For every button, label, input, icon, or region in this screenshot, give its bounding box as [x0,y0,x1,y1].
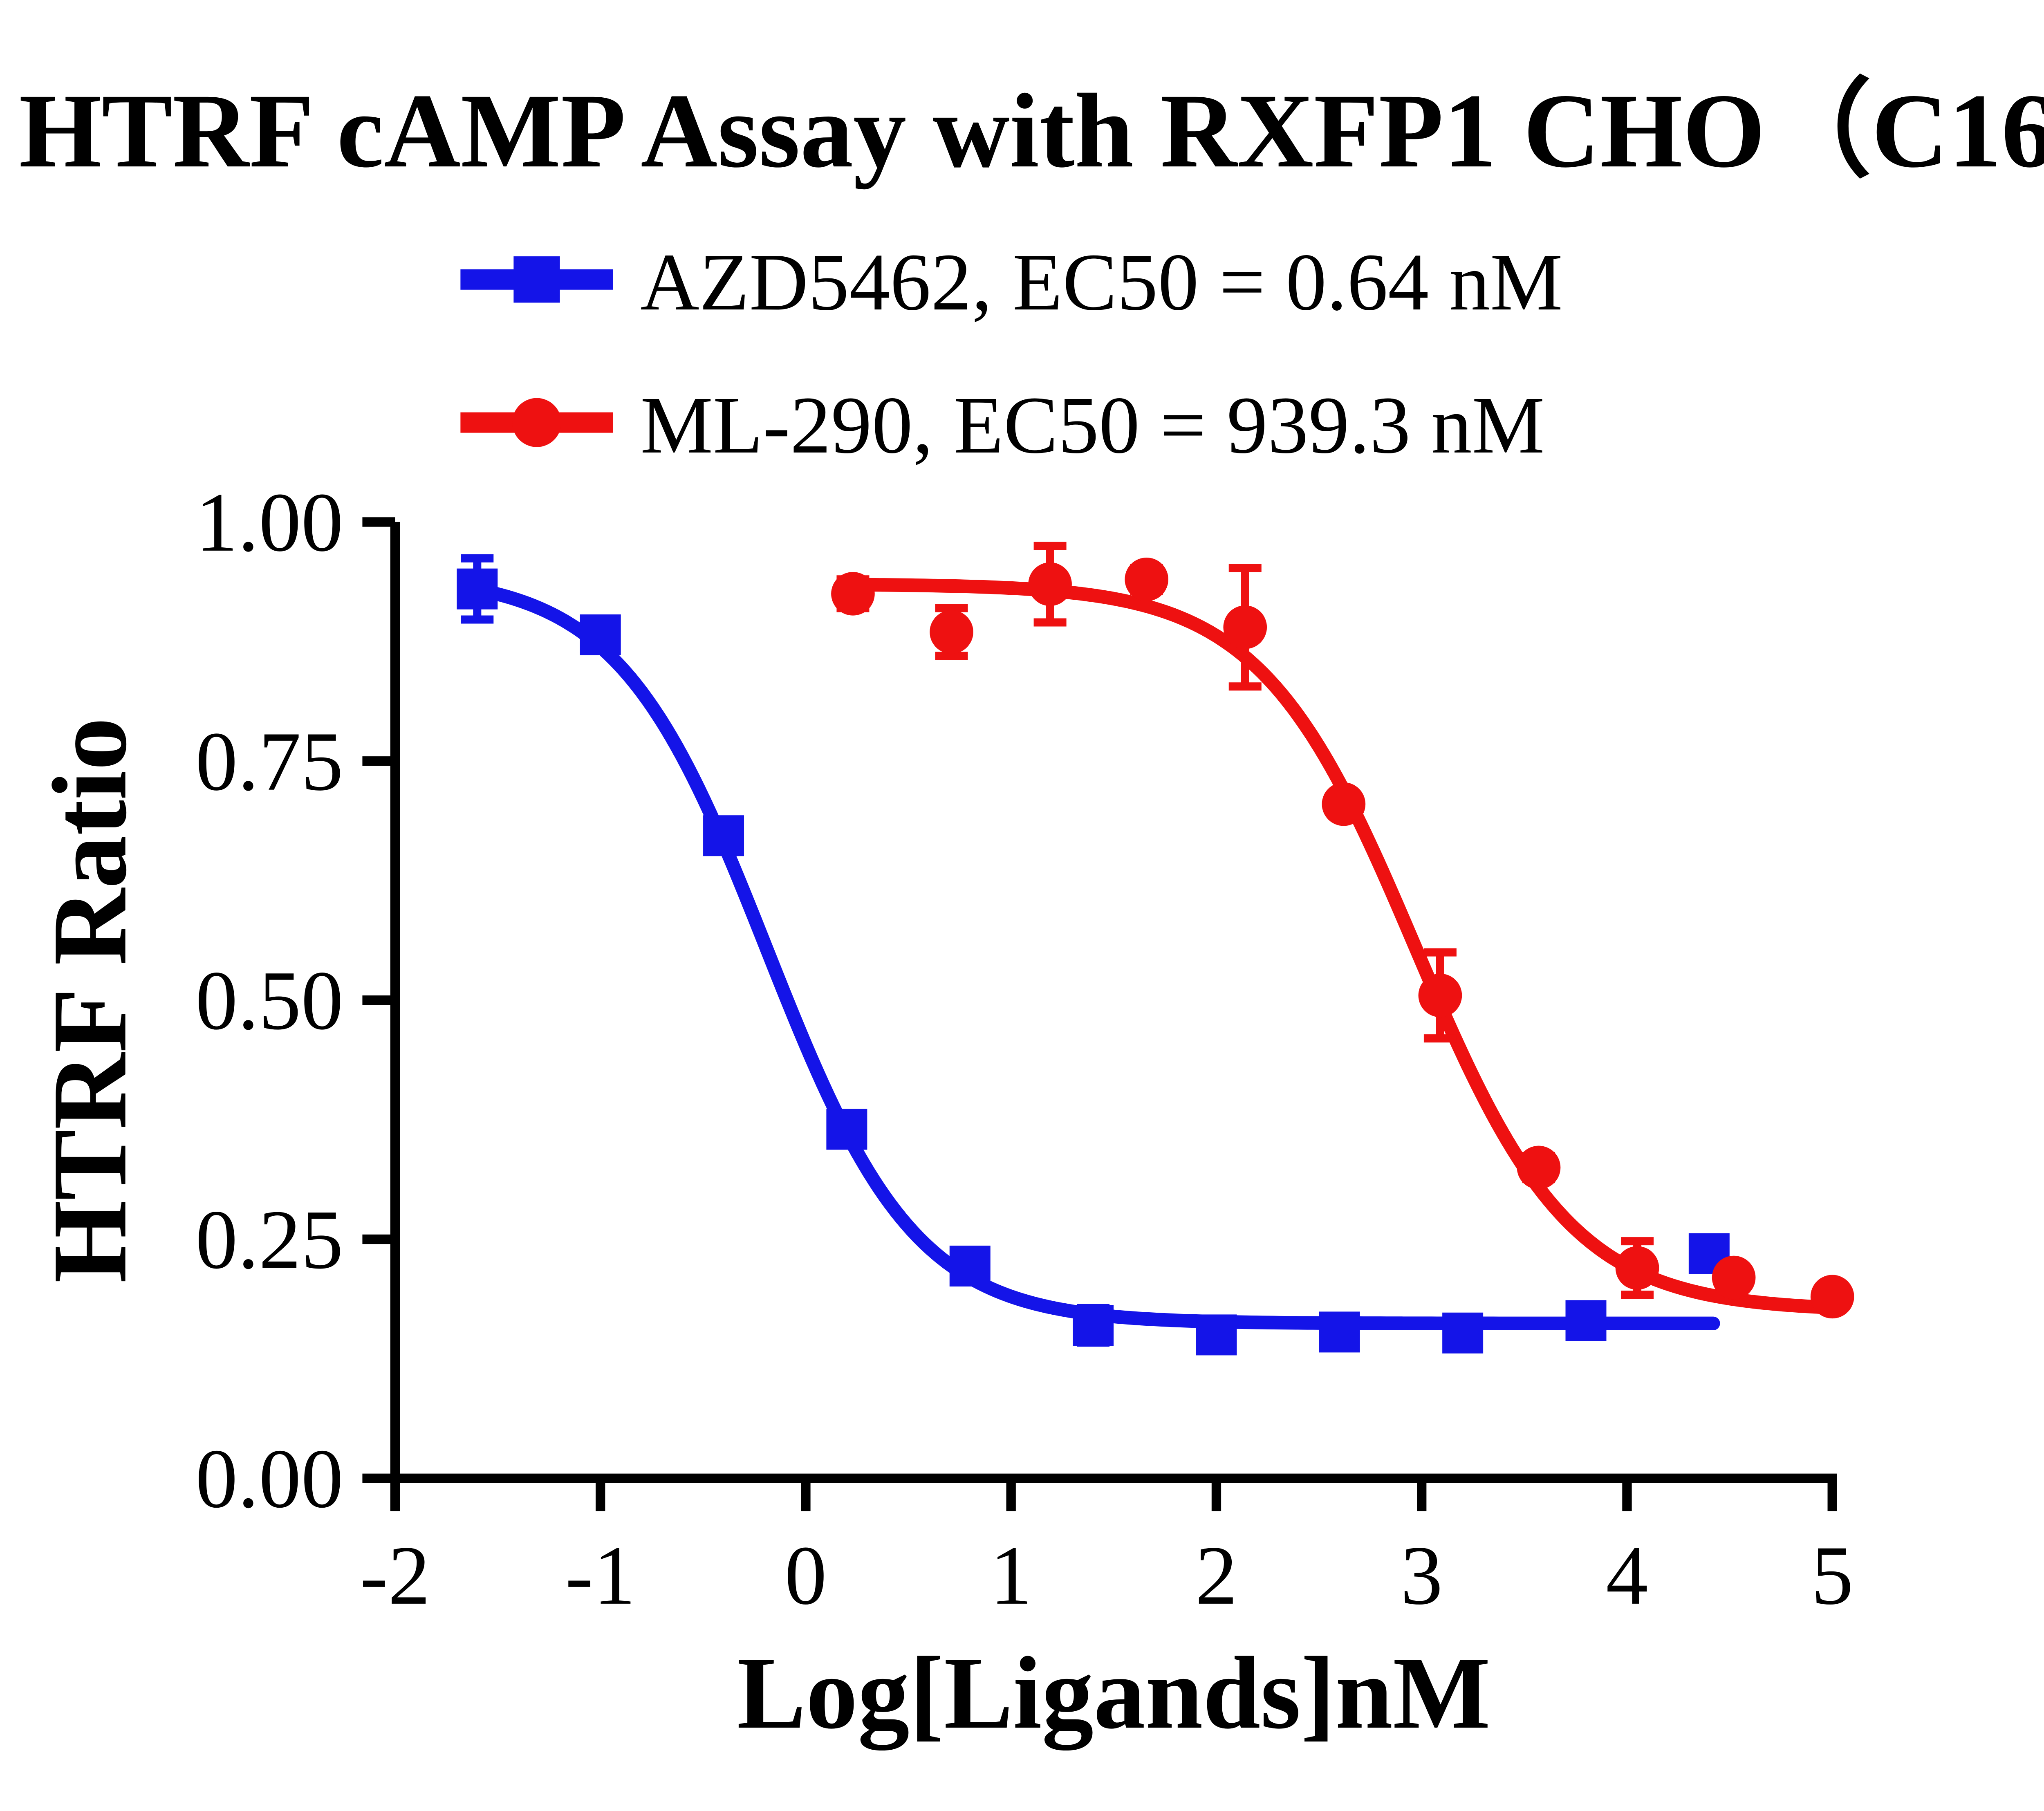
series-ml-290 [831,542,1854,1319]
legend: AZD5462, EC50 = 0.64 nM ML-290, EC50 = 93… [460,237,1563,471]
legend-label: ML-290, EC50 = 939.3 nM [640,380,1544,471]
axes [362,517,1837,1511]
x-tick-label: -1 [565,1529,636,1622]
x-tick-label: 1 [990,1529,1032,1622]
data-point-square [457,568,498,610]
data-point-square [1442,1312,1484,1354]
data-point-circle [930,610,973,654]
legend-label: AZD5462, EC50 = 0.64 nM [640,237,1563,327]
x-axis-title: Log[Ligands]nM [737,1635,1490,1750]
y-tick-label: 0.75 [195,715,343,808]
x-tick-label: 5 [1811,1529,1853,1622]
y-tick-label: 0.00 [195,1432,343,1525]
data-point-circle [1810,1275,1854,1319]
y-tick-label: 0.25 [195,1192,343,1286]
data-point-square [703,815,744,856]
data-point-circle [1712,1255,1756,1300]
fit-curve [846,578,1839,1315]
data-point-square [1073,1305,1114,1346]
fit-curve [466,582,1720,1330]
series-azd5462 [457,554,1730,1356]
chart-title: HTRF cAMP Assay with RXFP1 CHO（C16） [19,72,2044,190]
data-point-circle [1418,973,1462,1018]
x-tick-label: 0 [784,1529,827,1622]
data-point-circle [831,572,875,616]
data-point-circle [1517,1145,1561,1190]
x-tick-label: 2 [1195,1529,1237,1622]
x-tick-label: -2 [360,1529,430,1622]
y-tick-label: 0.50 [195,954,343,1047]
data-point-square [949,1245,991,1287]
y-axis-title: HTRF Ratio [31,717,149,1283]
data-point-circle [1322,782,1366,826]
data-point-circle [1615,1246,1659,1290]
data-point-square [580,614,621,655]
data-point-square [1196,1314,1237,1356]
legend-marker-circle [512,398,561,447]
data-point-circle [1223,605,1267,649]
legend-marker-square [513,256,560,303]
data-point-circle [1125,557,1168,601]
x-tick-label: 4 [1606,1529,1648,1622]
data-point-square [826,1109,867,1150]
x-tick-label: 3 [1401,1529,1443,1622]
data-point-square [1565,1300,1607,1341]
data-point-square [1319,1311,1360,1353]
data-point-circle [1028,562,1072,606]
y-tick-label: 1.00 [195,475,343,569]
